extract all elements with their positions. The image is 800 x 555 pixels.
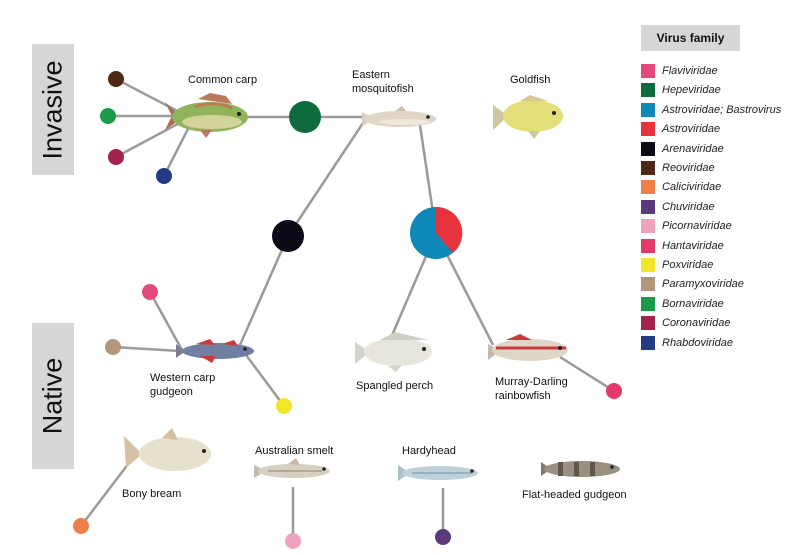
native-section-tag: Native	[32, 323, 74, 469]
virus-node-caliciviridae	[73, 518, 89, 534]
common-carp-label: Common carp	[188, 74, 257, 86]
legend-swatch	[641, 238, 655, 253]
hardyhead-icon	[398, 465, 478, 481]
virus-node-bornaviridae	[100, 108, 116, 124]
invasive-section-tag: Invasive	[32, 44, 74, 175]
western-carp-gudgeon-icon	[176, 339, 254, 363]
virus-node-coronaviridae	[108, 149, 124, 165]
legend-swatch	[641, 161, 655, 175]
legend-label: Chuviridae	[662, 200, 715, 213]
invasive-section-label: Invasive	[37, 59, 68, 160]
native-section-label: Native	[37, 357, 68, 435]
virus-node-flaviviridae	[142, 284, 158, 300]
virus-node-astroviridae-pie	[410, 206, 463, 259]
legend-label: Hantaviridae	[662, 239, 724, 252]
eastern-mosquitofish-icon	[362, 106, 436, 127]
legend-swatch	[641, 83, 655, 98]
legend-title: Virus family	[641, 25, 740, 51]
virus-node-picornaviridae	[285, 533, 301, 549]
legend-swatch	[641, 296, 655, 311]
legend-swatch	[641, 219, 655, 234]
bony-bream-icon	[124, 428, 211, 471]
mosquitofish-label-line1: Eastern	[352, 69, 390, 81]
western-carp-gudgeon-label-line1: Western carp	[150, 372, 215, 384]
virus-node-rhabdoviridae	[156, 168, 172, 184]
virus-node-hantaviridae	[606, 383, 622, 399]
legend-swatch	[641, 199, 655, 214]
hardyhead-label: Hardyhead	[402, 445, 456, 457]
legend-label: Coronaviridae	[662, 317, 731, 330]
virus-nodes	[73, 71, 622, 549]
australian-smelt-label: Australian smelt	[255, 445, 333, 457]
spangled-perch-label: Spangled perch	[356, 380, 433, 392]
legend-label: Bornaviridae	[662, 297, 724, 310]
murray-darling-rainbowfish-icon	[488, 334, 568, 361]
legend-swatch	[641, 64, 655, 78]
virus-node-paramyxoviridae	[105, 339, 121, 355]
virus-node-reoviridae	[108, 71, 124, 87]
rainbowfish-label-line2: rainbowfish	[495, 390, 551, 402]
legend-swatch	[641, 258, 655, 272]
legend-swatch	[641, 335, 655, 350]
network-edges	[80, 77, 615, 541]
bony-bream-label: Bony bream	[122, 488, 181, 500]
virus-node-arenaviridae	[272, 220, 304, 252]
legend-label: Flaviviridae	[662, 65, 718, 77]
legend-label: Picornaviridae	[662, 220, 732, 233]
legend-label: Hepeviridae	[662, 84, 721, 97]
legend-swatch	[641, 316, 655, 331]
legend-swatch	[641, 102, 655, 117]
legend-swatch	[641, 180, 655, 195]
flat-headed-gudgeon-label: Flat-headed gudgeon	[522, 489, 627, 501]
rainbowfish-label-line1: Murray-Darling	[495, 376, 568, 388]
legend-label: Poxviridae	[662, 259, 714, 271]
virus-node-poxviridae	[276, 398, 292, 414]
legend-label: Caliciviridae	[662, 181, 722, 194]
legend-label: Reoviridae	[662, 162, 715, 174]
legend-label: Arenaviridae	[662, 142, 724, 155]
legend-label: Astroviridae; Bastrovirus	[662, 103, 782, 116]
mosquitofish-label-line2: mosquitofish	[352, 83, 414, 95]
virus-node-hepeviridae	[289, 101, 321, 133]
legend-label: Astroviridae	[662, 123, 721, 136]
legend-swatch	[641, 277, 655, 292]
legend-label: Rhabdoviridae	[662, 336, 733, 349]
goldfish-icon	[493, 95, 563, 139]
flat-headed-gudgeon-icon	[541, 461, 620, 477]
common-carp-icon	[165, 93, 248, 138]
virus-node-chuviridae	[435, 529, 451, 545]
goldfish-label: Goldfish	[510, 74, 550, 86]
western-carp-gudgeon-label-line2: gudgeon	[150, 386, 193, 398]
legend-label: Paramyxoviridae	[662, 278, 744, 291]
australian-smelt-icon	[254, 458, 330, 478]
legend-swatch	[641, 141, 655, 156]
legend-swatch	[641, 122, 655, 137]
spangled-perch-icon	[355, 332, 432, 372]
